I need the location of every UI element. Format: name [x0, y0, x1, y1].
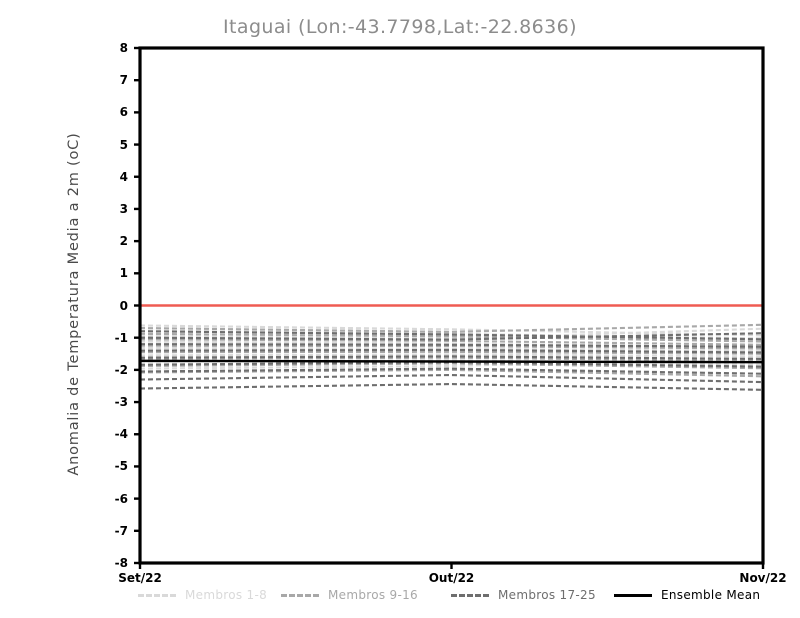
legend-item: Ensemble Mean [614, 586, 760, 604]
legend-label: Ensemble Mean [661, 588, 761, 602]
ensemble-mean-line [140, 359, 763, 364]
y-axis-tick-label: -6 [114, 491, 128, 506]
y-axis-tick-label: -2 [114, 362, 128, 377]
chart-title: Itaguai (Lon:-43.7798,Lat:-22.8636) [223, 16, 577, 38]
y-axis-tick-label: 1 [119, 266, 128, 281]
y-axis-tick-label: -8 [114, 556, 128, 570]
y-axis-tick-label: 8 [119, 41, 128, 55]
x-axis-tick-label: Out/22 [428, 571, 475, 585]
ensemble-member-line [140, 382, 763, 391]
y-axis-tick-label: 0 [119, 298, 128, 313]
y-axis-tick-label: 6 [119, 105, 128, 120]
legend-label: Membros 1-8 [185, 588, 268, 602]
y-axis-tick-label: -3 [114, 395, 128, 410]
legend-label: Membros 17-25 [498, 588, 596, 602]
y-axis-tick-label: 5 [119, 137, 128, 152]
legend-swatch-icon [451, 593, 489, 597]
y-axis-tick-label: -7 [114, 523, 128, 538]
y-axis-tick-label: 3 [119, 201, 128, 216]
ensemble-member-line [140, 367, 763, 375]
x-axis-tick-label: Set/22 [118, 571, 162, 585]
legend-label: Membros 9-16 [328, 588, 418, 602]
x-axis-tick-label: Nov/22 [739, 571, 787, 585]
y-axis-tick-label: -4 [114, 427, 128, 442]
y-axis-tick-label: -1 [114, 330, 128, 345]
ensemble-member-line [140, 353, 763, 358]
y-axis-tick-label: -5 [114, 459, 128, 474]
legend-item: Membros 17-25 [451, 586, 596, 604]
legend-item: Membros 9-16 [281, 586, 418, 604]
legend-swatch-icon [281, 593, 319, 597]
chart-legend: Membros 1-8 Membros 9-16 Membros 17-25 Ense… [0, 586, 800, 608]
y-axis-tick-label: 7 [119, 73, 128, 88]
legend-swatch-icon [138, 593, 176, 597]
y-axis-tick-label: 4 [119, 169, 128, 184]
legend-item: Membros 1-8 [138, 586, 267, 604]
legend-swatch-icon [614, 593, 652, 597]
y-axis-tick-label: 2 [119, 234, 128, 249]
ensemble-member-line [140, 373, 763, 384]
